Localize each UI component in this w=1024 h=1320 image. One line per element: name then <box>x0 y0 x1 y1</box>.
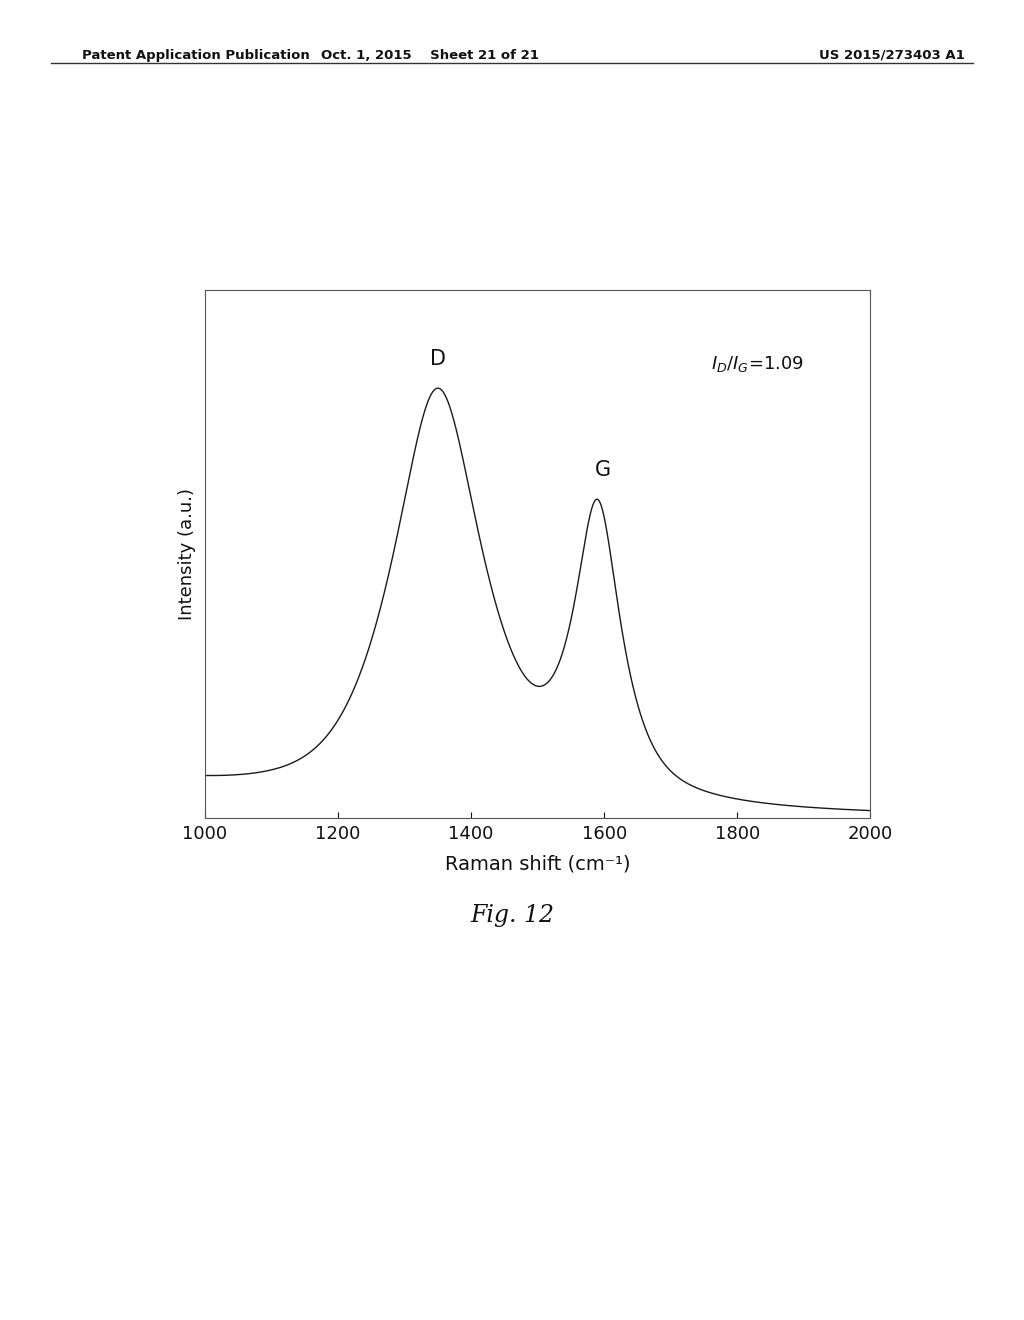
Text: Patent Application Publication: Patent Application Publication <box>82 49 309 62</box>
Text: Fig. 12: Fig. 12 <box>470 904 554 927</box>
Text: G: G <box>595 459 611 479</box>
Text: US 2015/273403 A1: US 2015/273403 A1 <box>819 49 965 62</box>
X-axis label: Raman shift (cm⁻¹): Raman shift (cm⁻¹) <box>444 854 631 874</box>
Text: Oct. 1, 2015    Sheet 21 of 21: Oct. 1, 2015 Sheet 21 of 21 <box>322 49 539 62</box>
Y-axis label: Intensity (a.u.): Intensity (a.u.) <box>178 488 197 620</box>
Text: D: D <box>430 348 445 368</box>
Text: $I_D/I_G$=1.09: $I_D/I_G$=1.09 <box>711 354 804 374</box>
